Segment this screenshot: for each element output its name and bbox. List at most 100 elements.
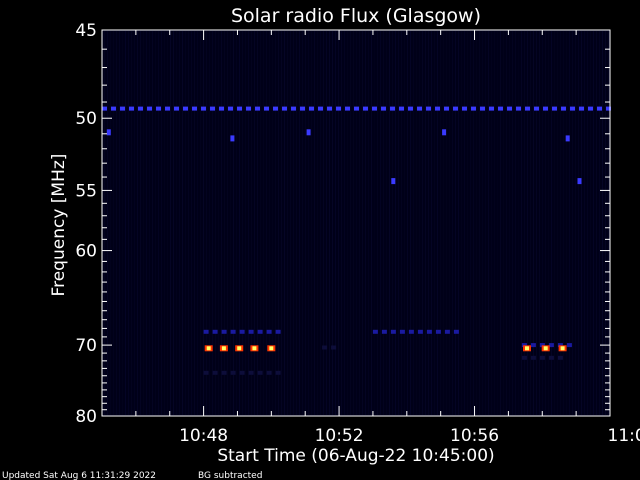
x-axis-label: Start Time (06-Aug-22 10:45:00) [217,446,494,466]
emission-band [521,343,572,348]
band-segment [462,106,467,111]
emission-band [102,106,611,111]
band-segment [480,106,485,111]
band-segment [129,106,134,111]
noise-streak [320,31,321,415]
noise-streak [572,31,573,415]
burst-core [206,346,211,351]
noise-streak [269,31,270,415]
band-segment [381,329,387,334]
band-segment [248,370,254,375]
noise-streak [299,31,300,415]
noise-streak [305,31,306,415]
noise-streak [182,31,183,415]
noise-streak [416,31,417,415]
noise-streak [452,31,453,415]
band-segment [228,106,233,111]
noise-streak [119,31,120,415]
noise-streak [518,31,519,415]
band-segment [273,106,278,111]
noise-streak [485,31,486,415]
band-segment [246,106,251,111]
radio-burst [523,345,531,352]
noise-streak [470,31,471,415]
burst-core [237,346,242,351]
noise-streak [413,31,414,415]
noise-streak [179,31,180,415]
emission-blip [306,129,311,136]
radio-burst [235,345,244,352]
band-segment [221,370,227,375]
noise-streak [263,31,264,415]
noise-streak [248,31,249,415]
noise-streak [398,31,399,415]
band-segment [257,329,263,334]
noise-streak [170,31,171,415]
noise-streak [596,31,597,415]
band-segment [221,329,227,334]
noise-streak [344,31,345,415]
radio-burst [267,345,276,352]
band-segment [561,106,566,111]
noise-streak [449,31,450,415]
noise-streak [161,31,162,415]
noise-streak [569,31,570,415]
band-segment [521,343,527,348]
y-tick-label: 50 [75,109,97,129]
band-segment [408,106,413,111]
noise-streak [545,31,546,415]
noise-streak [473,31,474,415]
noise-streak [341,31,342,415]
band-segment [588,106,593,111]
noise-streak [380,31,381,415]
noise-streak [266,31,267,415]
noise-streak [578,31,579,415]
noise-streak [278,31,279,415]
noise-streak [215,31,216,415]
noise-streak [311,31,312,415]
noise-streak [524,31,525,415]
noise-streak [491,31,492,415]
emission-band [322,345,337,350]
noise-streak [542,31,543,415]
band-segment [212,370,218,375]
band-segment [239,329,245,334]
noise-streak [446,31,447,415]
noise-streak [293,31,294,415]
x-tick-label: 10:48 [179,426,228,446]
noise-streak [548,31,549,415]
noise-streak [308,31,309,415]
band-segment [417,106,422,111]
noise-streak [563,31,564,415]
noise-streak [608,31,609,415]
noise-streak [395,31,396,415]
noise-streak [110,31,111,415]
noise-streak [347,31,348,415]
band-segment [557,343,563,348]
noise-streak [515,31,516,415]
noise-streak [281,31,282,415]
band-segment [390,106,395,111]
band-segment [192,106,197,111]
emission-blip [230,135,235,142]
noise-streak [236,31,237,415]
emission-band [203,329,281,334]
noise-streak [350,31,351,415]
noise-streak [173,31,174,415]
band-segment [372,329,378,334]
band-segment [399,329,405,334]
noise-texture [104,31,609,415]
band-segment [354,106,359,111]
noise-streak [377,31,378,415]
noise-streak [464,31,465,415]
band-segment [120,106,125,111]
band-segment [230,329,236,334]
noise-streak [158,31,159,415]
noise-streak [317,31,318,415]
noise-streak [188,31,189,415]
band-segment [444,106,449,111]
band-segment [408,329,414,334]
noise-streak [323,31,324,415]
y-tick-label: 55 [75,181,97,201]
noise-streak [218,31,219,415]
